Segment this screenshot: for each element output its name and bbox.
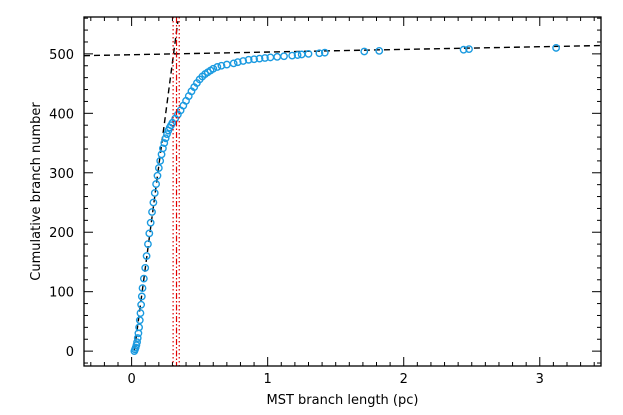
data-point: [217, 61, 226, 70]
y-tick-label: 100: [49, 286, 74, 301]
data-point: [280, 52, 288, 61]
data-point: [244, 55, 253, 64]
y-tick-label: 300: [49, 167, 74, 182]
data-point: [163, 130, 171, 139]
data-point: [273, 52, 282, 61]
data-point: [133, 338, 141, 347]
data-point: [138, 284, 147, 293]
data-point: [261, 54, 269, 62]
y-tick-label: 200: [49, 226, 74, 241]
data-point: [250, 55, 258, 64]
data-point: [315, 49, 324, 58]
x-tick-label: 1: [264, 372, 272, 387]
axis-ticks: [84, 17, 601, 366]
data-point: [161, 134, 170, 143]
data-point: [145, 229, 154, 238]
data-point: [139, 274, 148, 283]
data-point: [142, 252, 151, 260]
data-point: [459, 45, 468, 54]
plot-frame: [83, 16, 602, 367]
data-point: [213, 63, 222, 71]
data-point: [293, 51, 302, 59]
data-point: [153, 171, 162, 180]
data-point: [288, 51, 297, 60]
data-point: [135, 323, 144, 332]
data-point: [146, 218, 155, 227]
data-point: [375, 46, 384, 55]
x-axis-title: MST branch length (pc): [267, 393, 419, 408]
y-tick-label: 500: [49, 48, 74, 63]
data-point: [320, 48, 329, 57]
data-point: [360, 47, 369, 56]
data-point: [136, 309, 145, 317]
y-tick-label: 0: [66, 345, 74, 360]
data-point: [297, 50, 306, 59]
fit-lines: [84, 21, 601, 352]
tick-labels: 0 1 2 3 0 100 200 300 400 500: [49, 48, 544, 387]
data-point: [141, 263, 150, 272]
data-point: [255, 54, 264, 63]
data-point: [552, 44, 561, 52]
x-tick-label: 3: [536, 372, 544, 387]
data-point: [144, 240, 152, 249]
data-point: [465, 45, 473, 54]
data-point: [209, 64, 218, 73]
data-point: [133, 334, 142, 342]
data-point: [148, 208, 156, 216]
x-tick-label: 2: [400, 372, 408, 387]
vertical-markers: [172, 17, 180, 366]
x-tick-label: 0: [127, 372, 135, 387]
data-point: [149, 198, 158, 207]
fit-line: [84, 44, 601, 57]
data-point: [137, 292, 146, 301]
data-point: [160, 139, 169, 147]
data-point: [239, 57, 248, 65]
data-points: [130, 44, 561, 356]
data-point: [135, 316, 144, 325]
data-point: [137, 300, 146, 309]
y-tick-label: 400: [49, 107, 74, 122]
data-point: [229, 59, 238, 68]
data-point: [233, 58, 242, 67]
data-point: [152, 180, 161, 188]
data-point: [154, 164, 163, 172]
data-point: [150, 189, 159, 197]
fit-line: [133, 21, 179, 352]
data-point: [159, 144, 167, 153]
y-axis-title: Cumulative branch number: [29, 102, 44, 281]
data-point: [304, 49, 313, 58]
